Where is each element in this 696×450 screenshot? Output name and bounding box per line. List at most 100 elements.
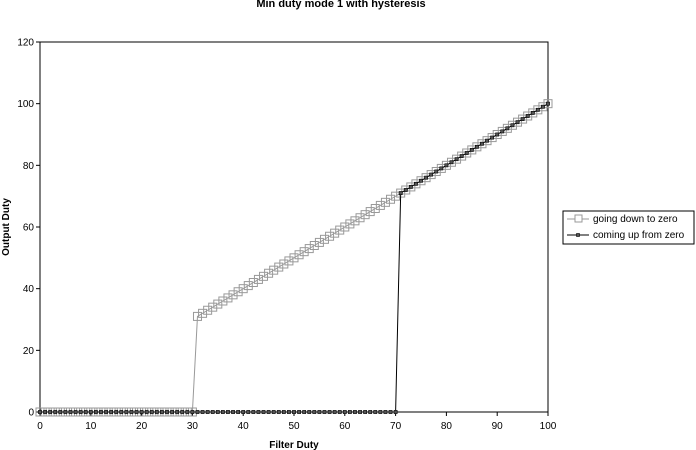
data-point: [271, 410, 276, 414]
data-point: [391, 191, 401, 201]
data-point: [195, 410, 200, 414]
data-point: [58, 410, 63, 414]
data-point: [477, 139, 487, 149]
data-point: [434, 169, 439, 174]
data-point: [314, 237, 324, 247]
data-point: [139, 410, 144, 414]
data-point: [337, 410, 342, 414]
x-tick-label: 70: [390, 421, 402, 432]
data-point: [243, 281, 253, 291]
data-point: [436, 163, 446, 173]
data-point: [63, 410, 68, 414]
data-point: [401, 185, 411, 195]
data-point: [383, 410, 388, 414]
data-point: [180, 410, 185, 414]
data-point: [104, 410, 108, 414]
data-point: [380, 197, 390, 207]
legend-label-series-2: coming up from zero: [593, 230, 685, 241]
data-point: [119, 410, 124, 414]
data-point: [406, 182, 416, 192]
data-point: [393, 410, 398, 414]
data-point: [375, 200, 385, 210]
data-point: [419, 178, 423, 183]
plot-area: [39, 41, 549, 413]
data-point: [304, 244, 314, 254]
data-point: [414, 181, 418, 186]
data-point: [335, 225, 345, 235]
data-point: [88, 410, 93, 414]
data-point: [497, 126, 507, 136]
legend-marker-series-2: [576, 233, 580, 237]
data-point: [358, 410, 362, 414]
data-point: [134, 410, 139, 414]
data-point: [154, 410, 159, 414]
x-tick-label: 20: [136, 421, 148, 432]
data-point: [538, 102, 548, 112]
data-point: [513, 117, 523, 127]
data-point: [185, 410, 190, 414]
data-point: [256, 410, 261, 414]
data-point: [226, 410, 230, 414]
data-point: [109, 410, 114, 414]
data-point: [388, 410, 393, 414]
data-point: [350, 216, 360, 226]
y-tick-label: 80: [23, 161, 35, 172]
data-point: [408, 185, 413, 189]
y-tick-label: 100: [17, 99, 34, 110]
data-point: [292, 410, 296, 414]
data-point: [307, 410, 312, 414]
data-point: [238, 284, 248, 294]
legend-marker-series-1: [574, 214, 583, 223]
data-point: [294, 250, 304, 260]
data-point: [510, 123, 515, 128]
data-point: [309, 241, 319, 250]
data-point: [469, 148, 474, 152]
data-point: [231, 410, 235, 414]
data-point: [213, 299, 223, 309]
data-point: [495, 132, 500, 137]
data-point: [259, 271, 269, 281]
data-point: [485, 138, 489, 143]
data-point: [99, 410, 103, 414]
data-point: [317, 410, 322, 414]
data-point: [543, 99, 553, 109]
data-point: [439, 166, 444, 171]
x-tick-label: 40: [238, 421, 250, 432]
data-point: [472, 142, 482, 152]
series-2: [38, 101, 550, 414]
data-point: [507, 120, 517, 130]
data-point: [266, 410, 271, 414]
x-tick-label: 0: [37, 421, 43, 432]
x-axis-label: Filter Duty: [269, 440, 319, 450]
data-point: [200, 410, 205, 414]
data-point: [297, 410, 301, 414]
data-point: [274, 262, 284, 272]
legend: going down to zero coming up from zero: [562, 210, 695, 245]
data-point: [248, 278, 258, 287]
data-point: [502, 123, 512, 133]
x-tick-label: 30: [187, 421, 199, 432]
data-point: [467, 145, 477, 155]
data-point: [429, 172, 434, 177]
data-point: [276, 410, 281, 414]
data-point: [345, 219, 355, 229]
y-tick-label: 40: [23, 284, 35, 295]
data-point: [523, 111, 533, 121]
data-point: [518, 114, 528, 124]
data-point: [505, 126, 510, 131]
data-point: [215, 410, 220, 414]
data-point: [340, 222, 350, 232]
data-point: [363, 410, 368, 414]
data-point: [210, 410, 215, 414]
data-point: [520, 117, 525, 121]
data-point: [287, 410, 291, 414]
data-point: [302, 410, 307, 414]
data-point: [462, 148, 472, 158]
series-layer: [35, 99, 553, 417]
data-point: [228, 290, 238, 300]
data-point: [78, 410, 83, 414]
data-point: [175, 410, 180, 414]
data-point: [241, 410, 246, 414]
data-point: [373, 410, 378, 414]
data-point: [370, 204, 380, 213]
